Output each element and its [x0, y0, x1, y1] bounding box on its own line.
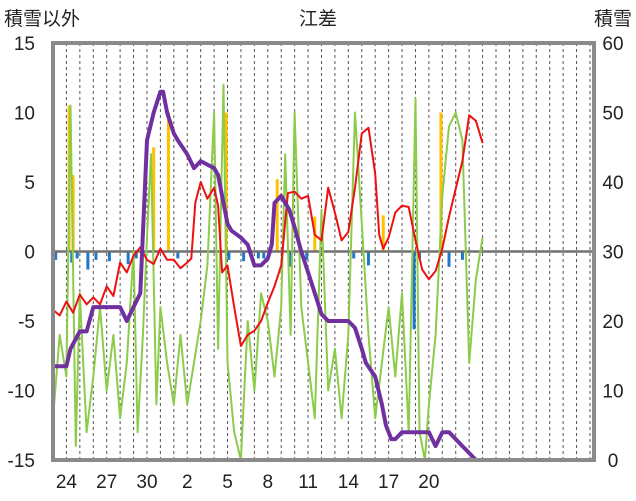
right-tick-label: 20 [602, 312, 623, 333]
right-tick-label: 30 [602, 243, 623, 264]
precipitation-bar [439, 112, 443, 252]
x-axis: 24 27 30 2 5 8 11 14 17 20 [56, 472, 440, 493]
sunshine-bar [70, 251, 74, 263]
title: 江差 [299, 8, 337, 30]
x-tick-label: 30 [136, 472, 157, 493]
x-tick-label: 20 [418, 472, 439, 493]
sunshine-bar [134, 251, 138, 259]
sunshine-bar [460, 251, 464, 260]
right-tick-label: 40 [602, 173, 623, 194]
sunshine-bar [256, 251, 260, 259]
left-tick-label: -15 [8, 451, 35, 472]
sunshine-bar [94, 251, 98, 260]
right-axis-label: 積雪 [594, 8, 632, 30]
left-tick-label: 15 [14, 34, 35, 55]
x-tick-label: 2 [182, 472, 193, 493]
x-tick-label: 17 [378, 472, 399, 493]
plot-frame [51, 41, 596, 462]
precipitation-bar [381, 215, 385, 252]
left-y-axis: 15 10 5 0 -5 -10 -15 [8, 34, 35, 472]
sunshine-bar [227, 251, 231, 260]
series-line-wind-speed [52, 83, 484, 461]
right-tick-label: 60 [602, 34, 623, 55]
sunshine-bar [289, 251, 293, 267]
x-tick-label: 5 [222, 472, 233, 493]
left-tick-label: 10 [14, 104, 35, 125]
precipitation-bar [275, 179, 279, 252]
series-line-temperature-diff [52, 114, 484, 347]
precipitation-bar [224, 112, 228, 252]
right-tick-label: 0 [608, 451, 619, 472]
sunshine-bar [54, 251, 58, 260]
sunshine-bar [176, 251, 180, 259]
left-tick-label: -10 [8, 382, 35, 403]
x-tick-label: 8 [263, 472, 274, 493]
precipitation-bar [166, 112, 170, 252]
left-tick-label: 0 [24, 243, 35, 264]
x-tick-label: 14 [338, 472, 360, 493]
sunshine-bar [126, 251, 130, 265]
sunshine-bar [352, 251, 356, 259]
sunshine-bar [447, 251, 451, 267]
series-line-snow-depth [53, 89, 483, 462]
x-tick-label: 24 [56, 472, 78, 493]
sunshine-bar [86, 251, 90, 270]
series-layer [52, 83, 484, 462]
sunshine-bar [75, 251, 79, 259]
left-tick-label: -5 [18, 312, 35, 333]
right-tick-label: 10 [602, 382, 623, 403]
left-axis-label: 積雪以外 [4, 8, 80, 30]
right-tick-label: 50 [602, 104, 623, 125]
sunshine-bar [305, 251, 309, 260]
precipitation-bars [67, 105, 443, 252]
sunshine-bar [412, 251, 416, 330]
x-tick-label: 27 [96, 472, 117, 493]
x-tick-label: 11 [298, 472, 318, 493]
sunshine-bar [242, 251, 246, 262]
left-tick-label: 5 [24, 173, 35, 194]
sunshine-bar [262, 251, 266, 259]
precipitation-bar [152, 147, 156, 252]
sunshine-bar [107, 251, 111, 262]
right-y-axis: 60 50 40 30 20 10 0 [602, 34, 623, 472]
sunshine-bar [366, 251, 370, 266]
